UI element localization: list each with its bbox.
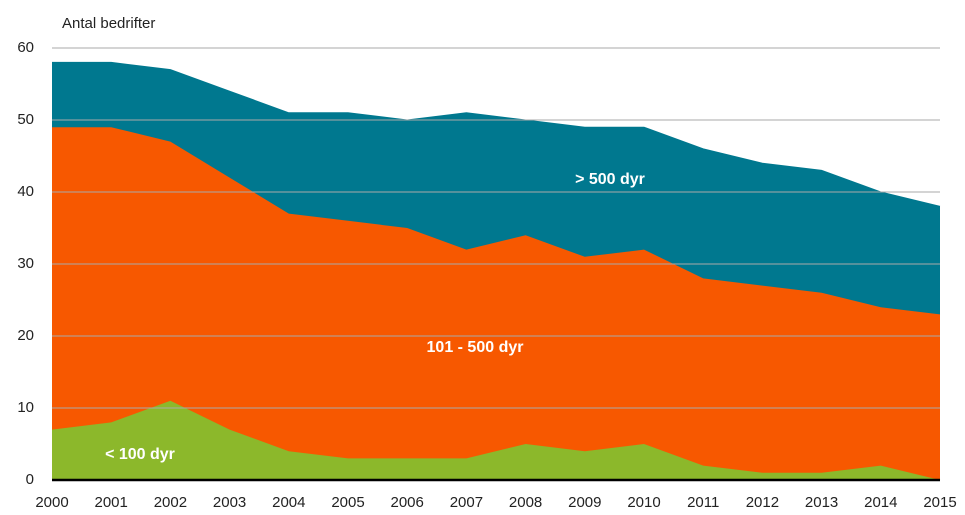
y-axis-label: Antal bedrifter	[62, 15, 155, 32]
series-label: > 500 dyr	[575, 171, 645, 188]
y-tick-label: 20	[17, 327, 34, 344]
x-tick-label: 2011	[687, 494, 719, 511]
area	[52, 127, 940, 480]
series-label: < 100 dyr	[105, 446, 175, 463]
x-tick-label: 2007	[450, 494, 483, 511]
x-tick-label: 2005	[331, 494, 364, 511]
area	[52, 400, 940, 480]
x-tick-label: 2002	[154, 494, 187, 511]
x-tick-label: 2012	[746, 494, 779, 511]
y-tick-label: 60	[17, 39, 34, 56]
y-tick-label: 0	[26, 471, 34, 488]
x-tick-label: 2000	[35, 494, 68, 511]
x-tick-label: 2013	[805, 494, 838, 511]
area-edge	[52, 61, 941, 207]
x-tick-label: 2010	[627, 494, 660, 511]
x-tick-label: 2004	[272, 494, 305, 511]
y-tick-label: 10	[17, 399, 34, 416]
x-tick-label: 2008	[509, 494, 542, 511]
series-label: 101 - 500 dyr	[427, 339, 524, 356]
x-tick-label: 2001	[95, 494, 128, 511]
x-tick-label: 2015	[923, 494, 956, 511]
area	[52, 62, 940, 315]
x-tick-label: 2003	[213, 494, 246, 511]
y-tick-label: 40	[17, 183, 34, 200]
x-tick-label: 2014	[864, 494, 897, 511]
y-tick-label: 30	[17, 255, 34, 272]
y-tick-label: 50	[17, 111, 34, 128]
x-tick-label: 2009	[568, 494, 601, 511]
x-tick-label: 2006	[391, 494, 424, 511]
